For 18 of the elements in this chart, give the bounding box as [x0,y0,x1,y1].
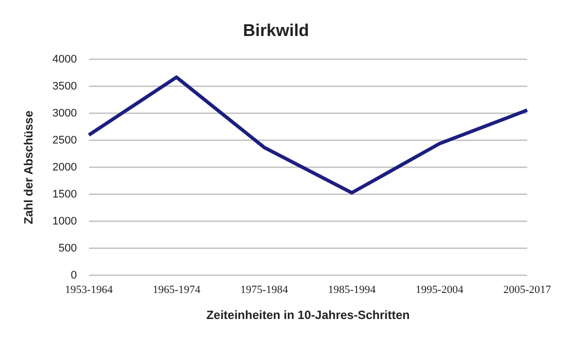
y-tick-label: 4000 [52,53,77,66]
y-tick-label: 2500 [52,134,77,146]
x-axis-title: Zeiteinheiten in 10-Jahres-Schritten [206,308,410,322]
chart-title: Birkwild [242,20,310,40]
x-tick-label: 2005-2017 [503,284,552,296]
y-tick-label: 2000 [52,161,77,174]
y-tick-label: 1500 [52,188,77,200]
x-tick-label: 1965-1974 [152,284,201,296]
y-tick-label: 3000 [52,107,77,120]
y-axis-title: Zahl der Abschüsse [22,110,36,224]
y-tick-label: 1000 [52,215,77,228]
x-tick-label: 1953-1964 [65,284,114,296]
y-tick-label: 3500 [52,80,77,92]
y-tick-label: 0 [70,269,77,282]
x-tick-label: 1975-1984 [240,284,289,296]
x-tick-label: 1995-2004 [416,284,464,296]
x-tick-label: 1985-1994 [328,284,376,296]
y-tick-label: 500 [58,242,77,254]
